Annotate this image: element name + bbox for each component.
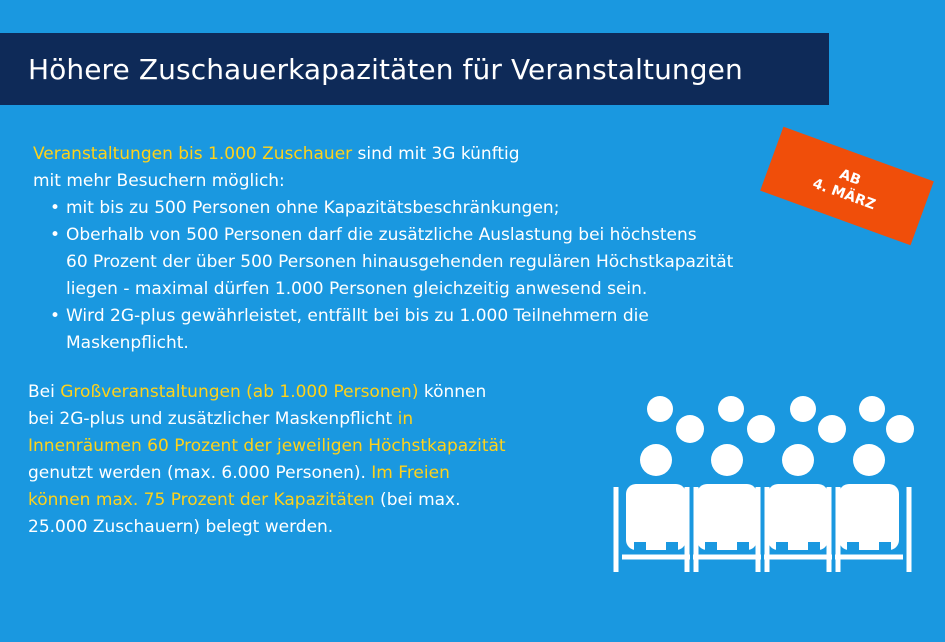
- bullet-3-line-2: Maskenpflicht.: [66, 333, 189, 353]
- list-item: mit bis zu 500 Personen ohne Kapazitätsb…: [50, 195, 803, 222]
- text-segment: Bei: [28, 382, 61, 402]
- intro-highlight: Veranstaltungen bis 1.000 Zuschauer: [33, 144, 353, 164]
- large-line-4: genutzt werden (max. 6.000 Personen). Im…: [28, 460, 588, 487]
- small-events-section: Veranstaltungen bis 1.000 Zuschauer sind…: [33, 141, 803, 357]
- page-title: Höhere Zuschauerkapazitäten für Veransta…: [28, 52, 743, 86]
- bullet-3-line-1: Wird 2G-plus gewährleistet, entfällt bei…: [66, 306, 649, 326]
- intro-line-1: Veranstaltungen bis 1.000 Zuschauer sind…: [33, 141, 803, 168]
- highlight-segment: in: [397, 409, 414, 429]
- large-events-section: Bei Großveranstaltungen (ab 1.000 Person…: [28, 379, 588, 541]
- large-line-2: bei 2G-plus und zusätzlicher Maskenpflic…: [28, 406, 588, 433]
- text-segment: können: [418, 382, 487, 402]
- text-segment: bei 2G-plus und zusätzlicher Maskenpflic…: [28, 409, 398, 429]
- text-segment: genutzt werden (max. 6.000 Personen).: [28, 463, 372, 483]
- large-line-5: können max. 75 Prozent der Kapazitäten (…: [28, 487, 588, 514]
- intro-line-2: mit mehr Besuchern möglich:: [33, 171, 285, 191]
- highlight-segment: Im Freien: [371, 463, 450, 483]
- bullet-2-line-1: Oberhalb von 500 Personen darf die zusät…: [66, 225, 697, 245]
- bullet-2-line-2: 60 Prozent der über 500 Personen hinausg…: [66, 252, 734, 272]
- list-item: Oberhalb von 500 Personen darf die zusät…: [50, 222, 803, 303]
- title-bar: Höhere Zuschauerkapazitäten für Veransta…: [0, 33, 829, 105]
- rules-list: mit bis zu 500 Personen ohne Kapazitätsb…: [33, 195, 803, 357]
- large-line-6: 25.000 Zuschauern) belegt werden.: [28, 517, 334, 537]
- highlight-segment: können max. 75 Prozent der Kapazitäten: [28, 490, 375, 510]
- bullet-1-text: mit bis zu 500 Personen ohne Kapazitätsb…: [66, 198, 560, 218]
- large-line-1: Bei Großveranstaltungen (ab 1.000 Person…: [28, 379, 588, 406]
- large-line-3: Innenräumen 60 Prozent der jeweiligen Hö…: [28, 436, 506, 456]
- bullet-2-line-3: liegen - maximal dürfen 1.000 Personen g…: [66, 279, 648, 299]
- intro-rest: sind mit 3G künftig: [352, 144, 520, 164]
- large-events-highlight: Großveranstaltungen (ab 1.000 Personen): [60, 382, 419, 402]
- text-segment: (bei max.: [374, 490, 461, 510]
- audience-icon: [613, 396, 914, 572]
- list-item: Wird 2G-plus gewährleistet, entfällt bei…: [50, 303, 803, 357]
